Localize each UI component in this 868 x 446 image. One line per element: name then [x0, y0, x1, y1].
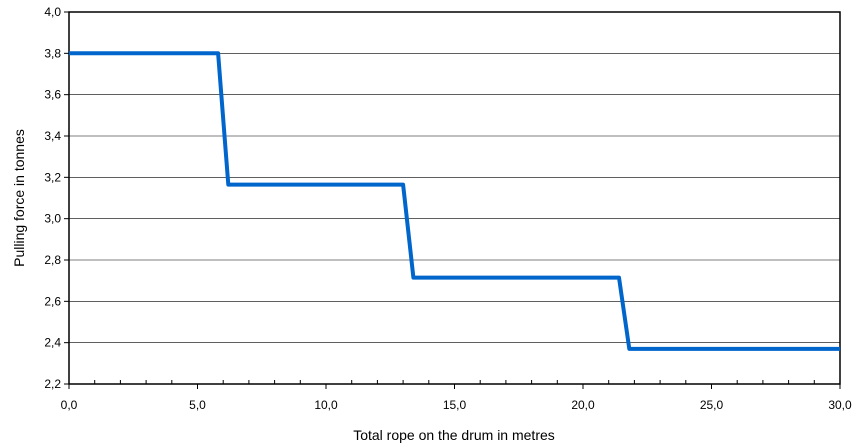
y-tick-label: 2,6: [44, 294, 61, 308]
y-tick-label: 3,8: [44, 46, 61, 60]
series-layer: [69, 51, 840, 351]
x-tick-label: 10,0: [314, 398, 338, 412]
x-tick-label: 25,0: [700, 398, 724, 412]
x-axis-title: Total rope on the drum in metres: [353, 427, 555, 443]
y-tick-label: 2,8: [44, 253, 61, 267]
y-tick-label: 2,2: [44, 377, 61, 391]
x-tick-label: 15,0: [443, 398, 467, 412]
y-tick-label: 4,0: [44, 5, 61, 19]
x-tick-label: 5,0: [189, 398, 206, 412]
gridlines: [69, 53, 840, 343]
series-line: [69, 51, 840, 351]
y-axis-title: Pulling force in tonnes: [11, 129, 27, 267]
x-tick-label: 20,0: [571, 398, 595, 412]
minor-ticks: [94, 380, 815, 384]
y-tick-label: 2,4: [44, 336, 61, 350]
plot-area: [68, 11, 841, 385]
x-tick-label: 30,0: [828, 398, 852, 412]
y-tick-label: 3,4: [44, 129, 61, 143]
y-axis: 2,2 2,4 2,6 2,8 3,0 3,2 3,4 3,6 3,8 4,0: [44, 5, 69, 391]
y-tick-label: 3,2: [44, 170, 61, 184]
y-tick-label: 3,6: [44, 88, 61, 102]
x-tick-label: 0,0: [61, 398, 78, 412]
x-axis: 0,0 5,0 10,0 15,0 20,0 25,0 30,0: [61, 384, 852, 412]
y-tick-label: 3,0: [44, 212, 61, 226]
